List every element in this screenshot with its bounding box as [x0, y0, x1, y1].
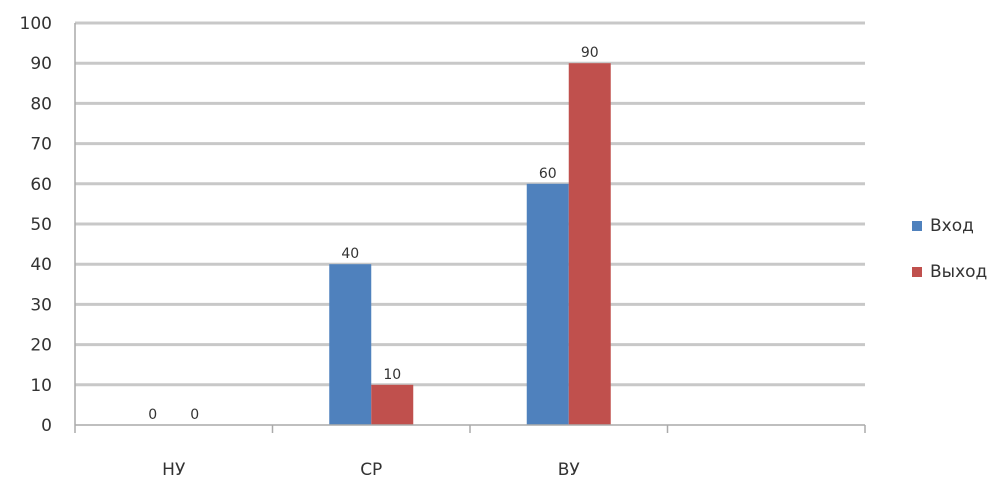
y-axis-ticks: 0 10 20 30 40 50 60 70 80 90 100 [20, 14, 52, 436]
data-label: 0 [190, 407, 199, 423]
data-label: 10 [383, 367, 401, 383]
y-tick-label: 50 [30, 215, 52, 235]
y-tick-label: 70 [30, 135, 52, 155]
legend-swatch [912, 221, 922, 231]
bar-vhod [526, 183, 569, 425]
legend: Вход Выход [912, 216, 987, 282]
y-tick-label: 20 [30, 336, 52, 356]
legend-label: Вход [930, 216, 974, 236]
data-label: 40 [341, 246, 359, 262]
y-tick-label: 0 [41, 416, 52, 436]
data-labels: 0 40 60 0 10 90 [148, 45, 598, 423]
bar-vyhod [371, 384, 414, 425]
legend-swatch [912, 267, 922, 277]
y-tick-label: 10 [30, 376, 52, 396]
bar-vyhod [568, 63, 611, 425]
x-axis: НУ СР ВУ [74, 23, 866, 477]
bar-vhod [329, 264, 372, 425]
y-tick-label: 60 [30, 175, 52, 195]
bars [329, 63, 611, 425]
x-category-label: НУ [162, 460, 186, 477]
gridlines [75, 21, 865, 387]
legend-label: Выход [930, 262, 987, 282]
data-label: 60 [539, 166, 557, 182]
y-tick-label: 90 [30, 54, 52, 74]
x-category-label: СР [360, 460, 382, 477]
y-tick-label: 80 [30, 94, 52, 114]
y-tick-label: 30 [30, 295, 52, 315]
data-label: 0 [148, 407, 157, 423]
x-category-label: ВУ [558, 460, 581, 477]
data-label: 90 [581, 45, 599, 61]
y-tick-label: 100 [20, 14, 52, 34]
y-tick-label: 40 [30, 255, 52, 275]
